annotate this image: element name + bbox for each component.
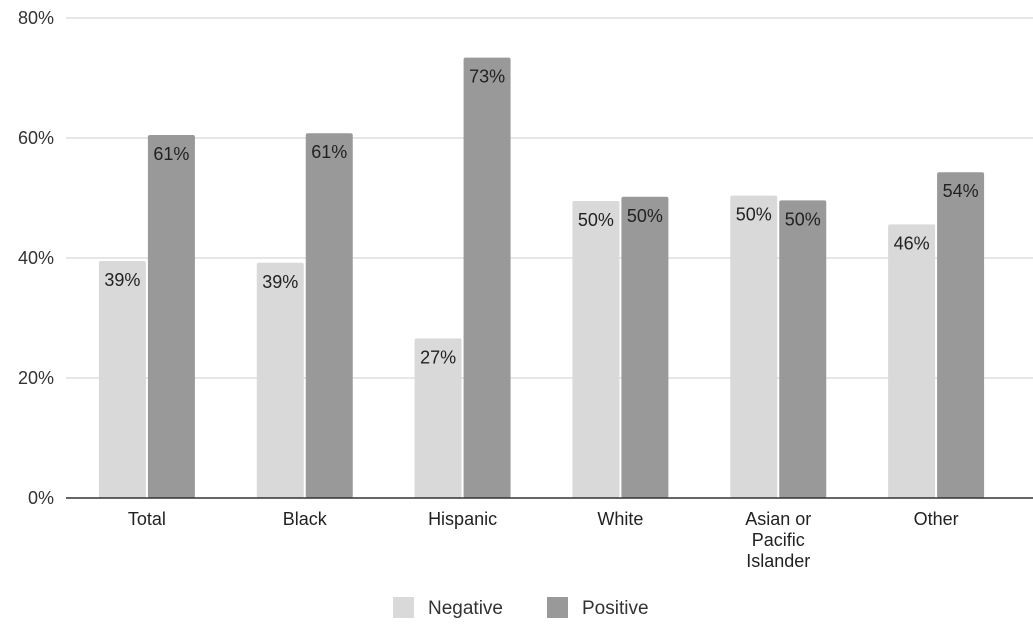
y-tick-label: 60%	[18, 128, 54, 148]
data-label: 50%	[578, 210, 614, 230]
bars	[98, 57, 985, 499]
bar-negative	[572, 201, 620, 498]
bar-negative	[888, 224, 936, 498]
data-label: 61%	[311, 142, 347, 162]
data-labels: 39% 61% 39% 61% 27% 73% 50% 50% 50% 50% 46% 54%	[104, 67, 978, 368]
legend-swatch-negative	[393, 597, 414, 618]
data-label: 39%	[262, 272, 298, 292]
data-label: 50%	[736, 205, 772, 225]
category-label: Black	[283, 509, 328, 529]
data-label: 61%	[153, 144, 189, 164]
y-tick-label: 40%	[18, 248, 54, 268]
bar-positive	[621, 196, 669, 499]
bar-positive	[305, 133, 353, 498]
bar-positive	[937, 172, 985, 498]
data-label: 54%	[943, 181, 979, 201]
legend-label-negative: Negative	[428, 598, 503, 619]
category-labels: Total Black Hispanic White Asian or Pacific Is…	[128, 509, 959, 571]
bar-negative	[730, 195, 778, 498]
y-tick-label: 20%	[18, 368, 54, 388]
category-label: Hispanic	[428, 509, 497, 529]
data-label: 39%	[104, 270, 140, 290]
legend: Negative Positive	[393, 597, 649, 619]
category-label: Other	[914, 509, 959, 529]
data-label: 27%	[420, 347, 456, 367]
bar-positive	[779, 200, 827, 498]
category-label: White	[597, 509, 643, 529]
bar-negative	[414, 338, 462, 498]
category-label: Total	[128, 509, 166, 529]
category-label: Asian or Pacific Islander	[745, 509, 811, 571]
y-axis-tick-labels: 0% 20% 40% 60% 80%	[18, 8, 54, 508]
data-label: 50%	[627, 206, 663, 226]
bar-positive	[147, 135, 195, 498]
legend-label-positive: Positive	[582, 598, 649, 619]
y-tick-label: 0%	[28, 488, 54, 508]
legend-swatch-positive	[547, 597, 568, 618]
data-label: 46%	[894, 233, 930, 253]
bar-positive	[463, 57, 511, 498]
gridlines	[66, 17, 1033, 379]
bar-negative	[256, 262, 304, 498]
data-label: 50%	[785, 209, 821, 229]
y-tick-label: 80%	[18, 8, 54, 28]
bar-negative	[98, 261, 146, 498]
data-label: 73%	[469, 67, 505, 87]
